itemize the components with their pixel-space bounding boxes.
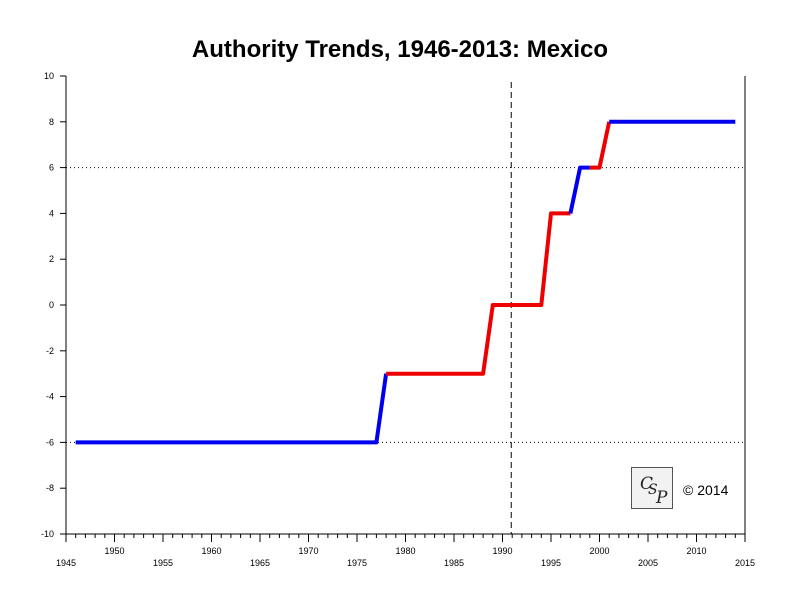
- x-tick-label: 1945: [56, 558, 76, 568]
- csp-logo: C S P: [631, 467, 673, 509]
- logo-letter-c: C: [640, 474, 654, 494]
- y-tick-label: -2: [46, 346, 54, 356]
- series-segment-red: [589, 121, 612, 170]
- y-tick-label: 6: [49, 163, 54, 173]
- copyright-text: © 2014: [683, 482, 729, 498]
- plot-frame: [65, 76, 746, 535]
- y-tick-label: -10: [41, 529, 54, 539]
- x-tick-label: 2010: [686, 546, 706, 556]
- y-tick-label: 8: [49, 117, 54, 127]
- y-tick-label: 0: [49, 300, 54, 310]
- y-tick-label: 4: [49, 208, 54, 218]
- chart-title: Authority Trends, 1946-2013: Mexico: [191, 36, 609, 63]
- logo-letter-p: P: [656, 488, 668, 508]
- series-segment-red: [386, 211, 571, 376]
- logo-letter-s: S: [648, 482, 658, 498]
- x-tick-label: 2005: [638, 558, 658, 568]
- x-tick-label: 1990: [492, 546, 512, 556]
- x-tick-label: 1980: [395, 546, 415, 556]
- x-axis: 1945 1950 1955 1960 1965 1970 1975 1980 1985 1990…: [56, 534, 755, 568]
- x-tick-label: 1960: [201, 546, 221, 556]
- x-tick-label: 2015: [735, 558, 755, 568]
- x-tick-label: 1995: [541, 558, 561, 568]
- reference-lines: [66, 82, 745, 534]
- x-tick-label: 1955: [153, 558, 173, 568]
- x-tick-label: 2000: [589, 546, 609, 556]
- series-lines: [75, 119, 736, 445]
- y-tick-label: -8: [46, 483, 54, 493]
- y-tick-label: 10: [44, 71, 54, 81]
- series-segment-blue: [75, 373, 389, 445]
- series-segment-blue: [568, 165, 590, 214]
- x-tick-label: 1965: [250, 558, 270, 568]
- x-tick-label: 1950: [104, 546, 124, 556]
- y-tick-label: 2: [49, 254, 54, 264]
- y-tick-label: -4: [46, 392, 54, 402]
- x-tick-label: 1975: [347, 558, 367, 568]
- y-tick-label: -6: [46, 437, 54, 447]
- x-tick-label: 1970: [298, 546, 318, 556]
- y-axis: -10 -8 -6 -4 -2 0 2 4 6 8 10: [41, 71, 66, 539]
- x-tick-label: 1985: [444, 558, 464, 568]
